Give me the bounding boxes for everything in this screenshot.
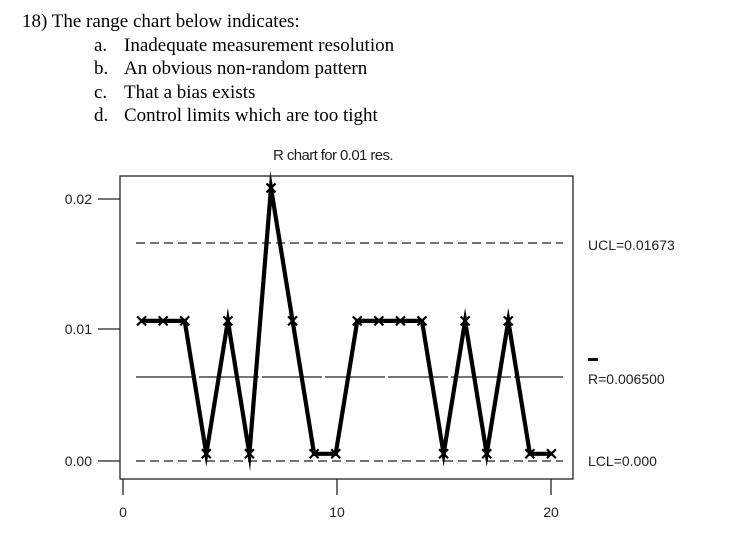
chart-title: R chart for 0.01 res. bbox=[273, 147, 393, 164]
y-tick-label: 0.00 bbox=[65, 453, 92, 469]
data-point-15 bbox=[438, 448, 449, 460]
y-tick-label: 0.02 bbox=[65, 191, 92, 207]
control-limit-labels: UCL=0.01673 R=0.006500 LCL=0.000 bbox=[588, 237, 675, 469]
data-point-7 bbox=[265, 182, 277, 194]
data-point-5 bbox=[222, 315, 234, 327]
option-b-letter: b. bbox=[94, 58, 109, 79]
plot-frame bbox=[119, 175, 574, 480]
y-axis: 0.00 0.01 0.02 bbox=[65, 191, 120, 469]
data-point-14 bbox=[416, 315, 428, 327]
option-a-text: Inadequate measurement resolution bbox=[124, 34, 395, 56]
data-point-6 bbox=[244, 448, 255, 460]
option-d-letter: d. bbox=[94, 105, 109, 126]
option-c: c. That a bias exists bbox=[94, 81, 394, 105]
x-tick-label: 10 bbox=[329, 504, 345, 520]
question-block: 18) The range chart below indicates: a. I… bbox=[22, 10, 394, 128]
data-point-3 bbox=[179, 315, 190, 327]
option-c-letter: c. bbox=[94, 81, 108, 103]
data-point-18 bbox=[503, 315, 514, 327]
series-line bbox=[141, 170, 552, 472]
data-point-10 bbox=[330, 448, 341, 460]
x-axis: 0 10 20 bbox=[119, 479, 559, 520]
data-point-2 bbox=[157, 315, 169, 327]
data-point-1 bbox=[136, 315, 147, 327]
data-point-12 bbox=[373, 315, 385, 327]
data-point-11 bbox=[352, 315, 363, 327]
data-series bbox=[136, 170, 557, 472]
data-point-13 bbox=[395, 315, 406, 327]
x-tick-label: 0 bbox=[119, 504, 127, 520]
data-point-20 bbox=[546, 448, 557, 460]
data-point-4 bbox=[201, 448, 212, 460]
option-b-text: An obvious non-random pattern bbox=[124, 58, 368, 79]
data-point-19 bbox=[524, 448, 536, 460]
option-d: d. Control limits which are too tight bbox=[94, 104, 394, 128]
x-tick-label: 20 bbox=[543, 504, 559, 520]
data-point-16 bbox=[459, 315, 471, 327]
lcl-label: LCL=0.000 bbox=[588, 453, 657, 469]
question-stem: 18) The range chart below indicates: bbox=[22, 11, 300, 32]
option-a-letter: a. bbox=[94, 34, 108, 56]
option-a: a. Inadequate measurement resolution bbox=[94, 34, 394, 58]
center-label: R=0.006500 bbox=[588, 371, 665, 387]
option-d-text: Control limits which are too tight bbox=[124, 105, 378, 126]
y-tick-label: 0.01 bbox=[65, 321, 92, 337]
data-point-8 bbox=[287, 315, 298, 327]
option-c-text: That a bias exists bbox=[124, 81, 256, 103]
r-bar-marker bbox=[588, 358, 598, 361]
data-point-9 bbox=[308, 448, 320, 460]
ucl-label: UCL=0.01673 bbox=[588, 237, 675, 253]
option-b: b. An obvious non-random pattern bbox=[94, 57, 394, 81]
data-point-17 bbox=[481, 448, 492, 460]
